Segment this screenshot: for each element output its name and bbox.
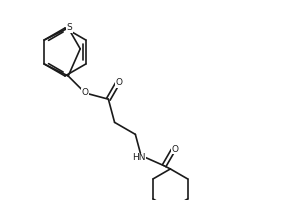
Text: O: O	[172, 145, 178, 154]
Text: O: O	[116, 78, 123, 87]
Text: O: O	[82, 88, 89, 97]
Text: HN: HN	[132, 153, 145, 162]
Text: S: S	[66, 23, 72, 32]
